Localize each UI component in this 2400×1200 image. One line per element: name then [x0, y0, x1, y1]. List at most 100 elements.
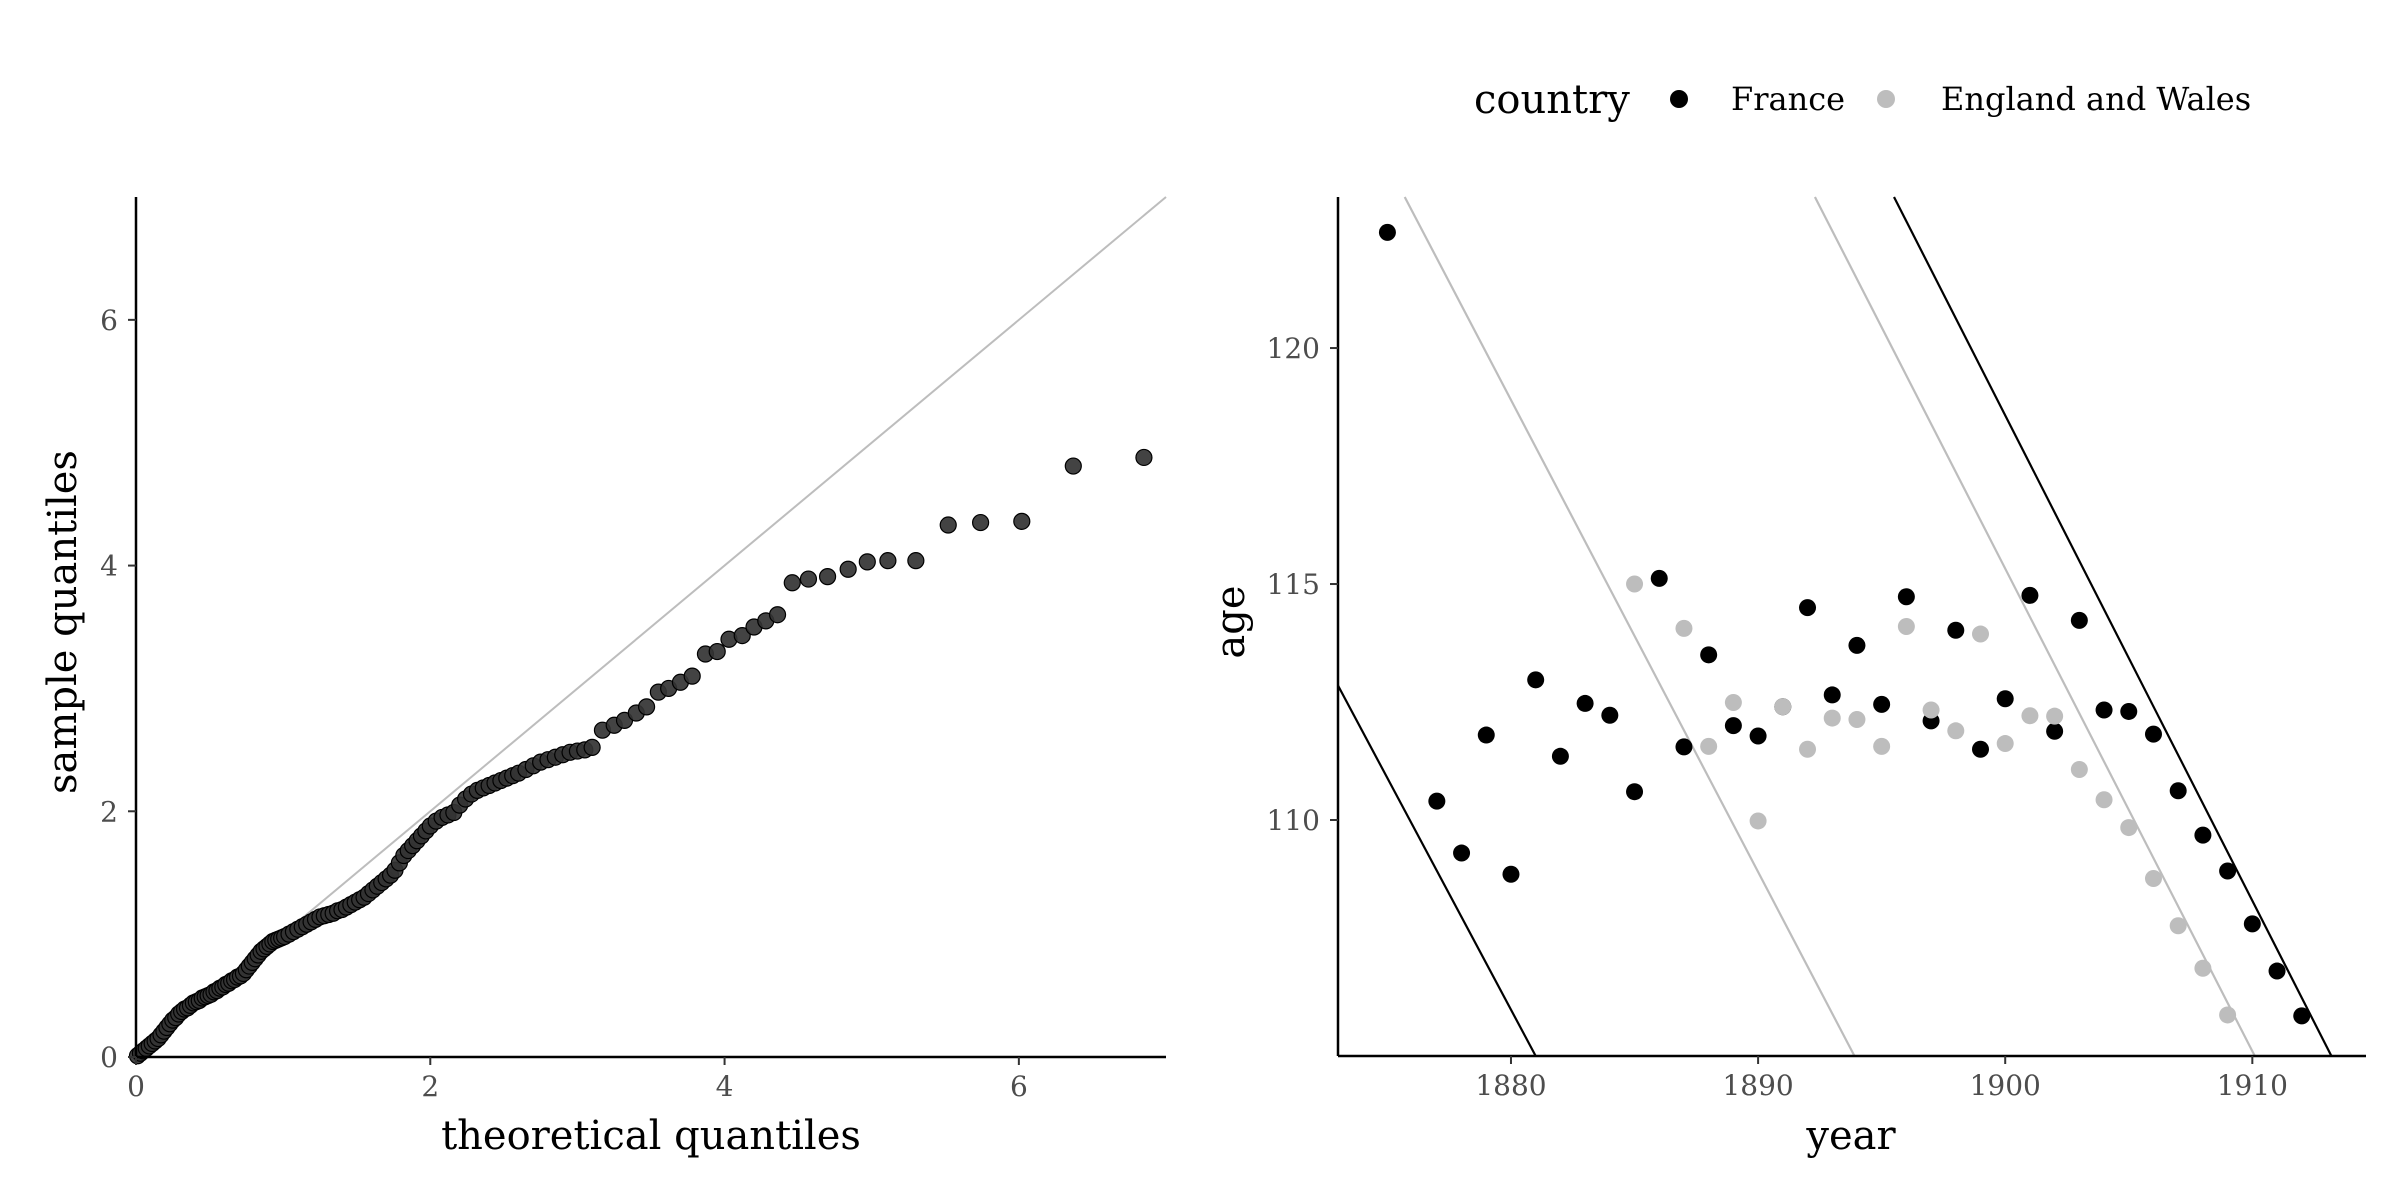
ages-x-tick-label: 1910: [2217, 1069, 2288, 1102]
point-england-and-wales: [1675, 619, 1693, 637]
qq-y-tick-label: 4: [100, 550, 118, 583]
point-england-and-wales: [2120, 819, 2138, 837]
point-england-and-wales: [1922, 701, 1940, 719]
cohort-reference-line: [1403, 196, 1856, 1057]
point-france: [1650, 569, 1668, 587]
cohort-reference-line: [1893, 196, 2333, 1057]
point-england-and-wales: [1700, 737, 1718, 755]
point-england-and-wales: [1823, 709, 1841, 727]
qq-x-axis-title: theoretical quantiles: [441, 1113, 861, 1159]
point-france: [1897, 588, 1915, 606]
legend-label-england-and-wales: England and Wales: [1941, 80, 2251, 118]
point-england-and-wales: [1749, 812, 1767, 830]
qq-point: [858, 553, 876, 571]
point-france: [2120, 702, 2138, 720]
point-england-and-wales: [1626, 575, 1644, 593]
qq-y-axis-title: sample quantiles: [40, 450, 86, 794]
record-ages-plot-area: 1880 1890 1900 1910 110 115 120: [1267, 196, 2366, 1102]
point-france: [1551, 747, 1569, 765]
point-france: [1700, 646, 1718, 664]
qq-point: [799, 570, 818, 588]
point-france: [2021, 586, 2039, 604]
point-france: [1626, 783, 1644, 801]
point-england-and-wales: [1996, 735, 2014, 753]
ages-y-tick-label: 115: [1267, 568, 1320, 601]
ages-x-tick-label: 1890: [1722, 1069, 1793, 1102]
point-france: [2194, 826, 2212, 844]
ages-y-tick-label: 110: [1267, 804, 1320, 837]
qq-point: [583, 738, 601, 757]
qq-point: [637, 698, 656, 716]
point-france: [1873, 695, 1891, 713]
point-england-and-wales: [2194, 959, 2212, 977]
point-england-and-wales: [2021, 707, 2039, 725]
point-france: [1428, 792, 1446, 810]
legend-key-england-and-wales: [1877, 90, 1895, 108]
point-england-and-wales: [2169, 917, 2187, 935]
point-france: [1749, 727, 1767, 745]
point-england-and-wales: [1774, 698, 1792, 716]
point-france: [2095, 701, 2113, 719]
point-france: [1947, 621, 1965, 639]
point-england-and-wales: [2046, 707, 2064, 725]
qq-reference-line: [135, 196, 1167, 1058]
qq-point: [971, 513, 990, 532]
qq-plot-area: 0 2 4 6 0 2 4 6: [100, 196, 1167, 1103]
qq-plot-panel: 0 2 4 6 0 2 4 6 theoretical quantiles sample qu…: [40, 196, 1167, 1159]
point-england-and-wales: [2144, 870, 2162, 888]
point-england-and-wales: [2070, 761, 2088, 779]
ages-y-tick-label: 120: [1267, 332, 1320, 365]
point-france: [1996, 690, 2014, 708]
point-france: [2293, 1007, 2311, 1025]
point-france: [2070, 611, 2088, 629]
qq-point: [839, 560, 857, 578]
qq-y-tick-label: 6: [100, 304, 118, 337]
qq-point: [768, 606, 787, 624]
point-england-and-wales: [1972, 625, 1989, 643]
age-axis-title: age: [1208, 585, 1254, 658]
point-france: [1477, 726, 1495, 744]
record-ages-panel: 1880 1890 1900 1910 110 115 120 year age: [1208, 196, 2366, 1159]
point-france: [2243, 915, 2261, 933]
point-france: [1972, 740, 1989, 758]
qq-point: [683, 667, 701, 685]
qq-point: [1064, 457, 1082, 475]
point-france: [1724, 717, 1742, 735]
qq-point: [907, 552, 925, 570]
year-axis-title: year: [1805, 1113, 1896, 1159]
cohort-reference-line: [1813, 196, 2256, 1057]
point-england-and-wales: [1897, 618, 1915, 635]
legend: country France England and Wales: [1474, 77, 2251, 123]
point-france: [2169, 782, 2187, 800]
point-england-and-wales: [2219, 1006, 2237, 1024]
point-england-and-wales: [1724, 693, 1742, 711]
qq-x-tick-label: 0: [127, 1070, 145, 1103]
legend-title: country: [1474, 77, 1630, 123]
qq-y-tick-label: 0: [100, 1041, 118, 1074]
point-france: [1848, 636, 1866, 654]
point-england-and-wales: [1873, 737, 1891, 755]
ages-x-tick-label: 1880: [1475, 1069, 1546, 1102]
point-england-and-wales: [1799, 740, 1817, 758]
qq-point: [783, 574, 801, 592]
ages-x-tick-label: 1900: [1970, 1069, 2041, 1102]
point-france: [1502, 865, 1520, 883]
qq-x-tick-label: 4: [716, 1070, 734, 1103]
point-england-and-wales: [1947, 722, 1965, 740]
qq-point: [1013, 512, 1031, 530]
point-england-and-wales: [2095, 791, 2113, 809]
qq-point: [818, 568, 837, 586]
point-france: [1576, 694, 1594, 712]
point-france: [1527, 671, 1545, 689]
point-france: [2144, 725, 2162, 743]
qq-y-tick-label: 2: [100, 795, 118, 828]
qq-x-tick-label: 6: [1010, 1070, 1028, 1103]
point-france: [1675, 738, 1693, 756]
point-france: [1378, 223, 1396, 241]
qq-x-tick-label: 2: [421, 1070, 439, 1103]
qq-point: [1135, 448, 1153, 467]
point-france: [1601, 706, 1619, 724]
point-england-and-wales: [1848, 710, 1866, 728]
point-france: [1453, 844, 1471, 862]
